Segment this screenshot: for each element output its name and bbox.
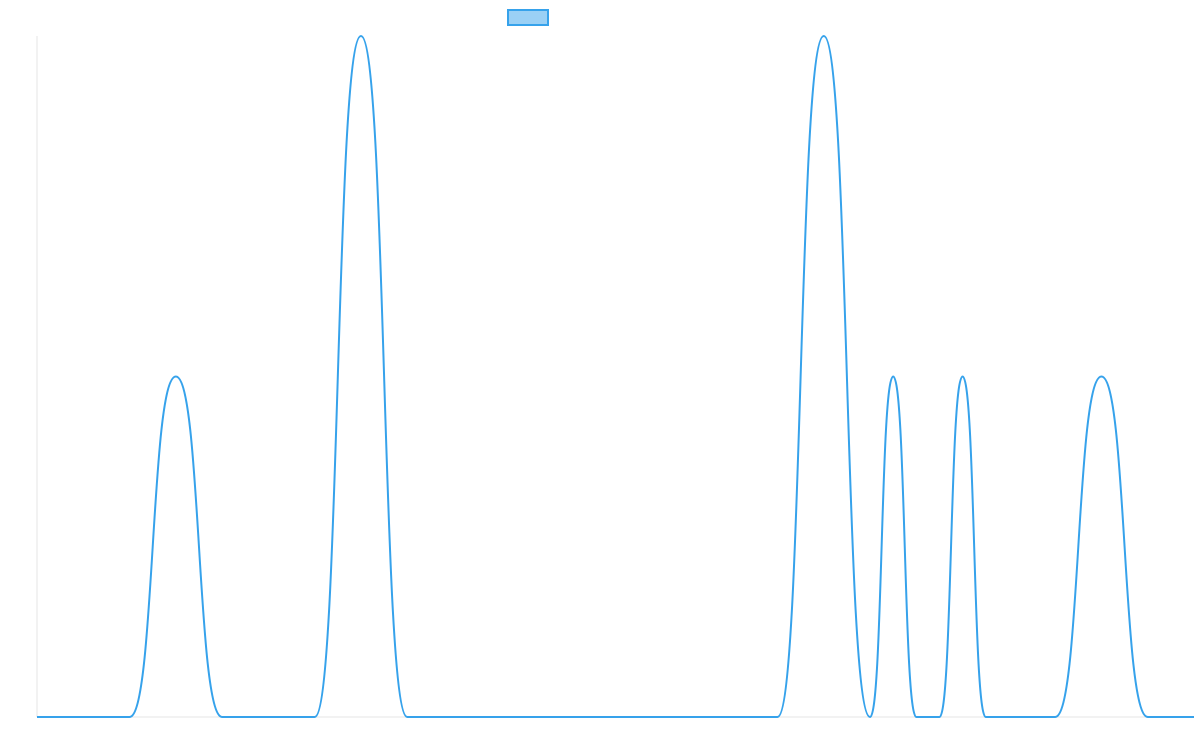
series-line bbox=[37, 35, 1194, 718]
legend-swatch[interactable] bbox=[507, 9, 549, 26]
axes bbox=[36, 36, 1194, 718]
legend[interactable] bbox=[507, 9, 549, 26]
series-group bbox=[37, 35, 1194, 718]
